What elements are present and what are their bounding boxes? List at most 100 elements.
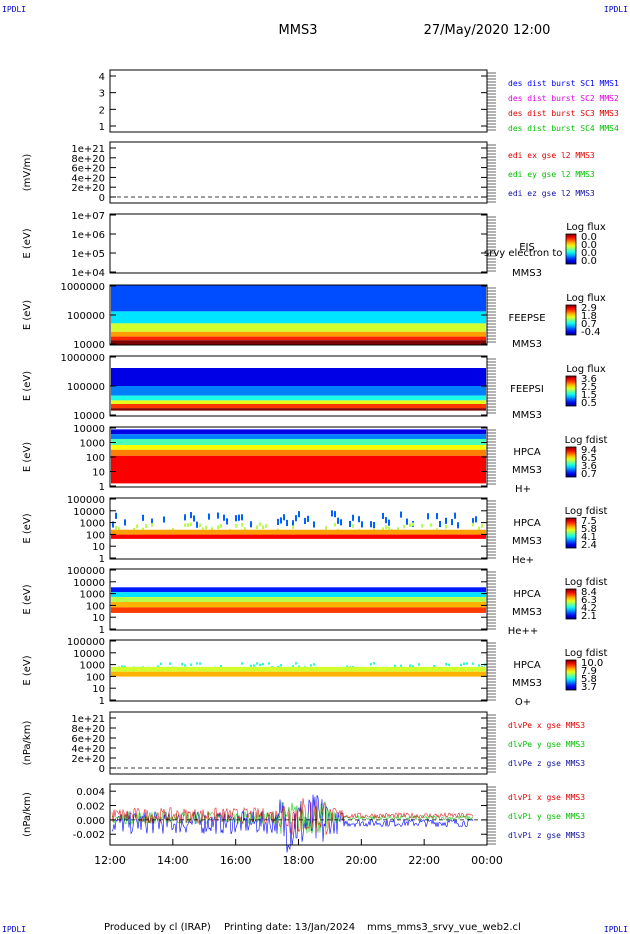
spectrogram-cell [298, 511, 300, 518]
spectrogram-cell [196, 662, 198, 665]
spectrogram-cell [445, 524, 447, 529]
spectrogram-cell [124, 519, 126, 526]
spectrogram-band [111, 587, 486, 593]
colorbar-tick-label: 6.3 [581, 595, 597, 606]
x-tick-label: 14:00 [157, 854, 189, 867]
spectrogram-cell [310, 664, 312, 667]
spectrogram-cell [382, 527, 384, 532]
spectrogram-cell [169, 662, 171, 665]
y-tick-label: 1 [99, 625, 105, 636]
spectrogram-band [111, 400, 486, 404]
colorbar-tick-label: 4.2 [581, 603, 597, 614]
spectrogram-cell [304, 517, 306, 525]
spectrogram-cell [445, 517, 447, 524]
spectrogram-cell [418, 663, 420, 666]
y-tick-label: -0.002 [73, 830, 105, 841]
spectrogram-cell [370, 521, 372, 528]
spectrogram-cell [292, 520, 294, 527]
spectrogram-cell [373, 522, 375, 529]
spectrogram-cell [253, 664, 255, 667]
colorbar-tick-label: 5.8 [581, 674, 597, 685]
species-label: O+ [515, 697, 531, 708]
spectrogram-cell [199, 662, 201, 665]
spectrogram-cell [190, 512, 192, 519]
spectrogram-band [111, 404, 486, 409]
species-label: H+ [515, 484, 531, 495]
spectrogram-cell [112, 521, 114, 528]
colorbar-tick-label: 10.0 [581, 658, 603, 669]
spectrogram-cell [451, 519, 453, 526]
y-tick-label: 100000 [67, 495, 105, 506]
spectrogram-band [111, 408, 486, 411]
legend-entry: des dist burst SC4 MMS4 [508, 124, 619, 133]
footer-script-name: mms_mms3_srvy_vue_web2.cl [367, 922, 521, 933]
spectrogram-cell [358, 516, 360, 523]
spectrogram-band [111, 311, 486, 324]
spacecraft-label: MMS3 [512, 410, 542, 421]
x-tick-label: 18:00 [283, 854, 315, 867]
instrument-label: EIS [519, 242, 535, 253]
spectrogram-band [111, 323, 486, 332]
spectrogram-cell [400, 511, 402, 518]
spectrogram-band [111, 368, 486, 386]
spectrogram-cell [394, 664, 396, 668]
spectrogram-cell [463, 662, 465, 666]
y-tick-label: 100 [86, 530, 105, 541]
colorbar-tick-label: -0.4 [581, 327, 601, 338]
instrument-label: HPCA [513, 589, 541, 600]
instrument-label: HPCA [513, 447, 541, 458]
y-tick-label: 1e+06 [71, 230, 105, 241]
y-axis-label: E (eV) [22, 513, 33, 543]
x-tick-label: 00:00 [471, 854, 503, 867]
spectrogram-band [111, 386, 486, 396]
spacecraft-label: MMS3 [512, 465, 542, 476]
spectrogram-cell [208, 513, 210, 520]
spectrogram-cell [421, 523, 423, 528]
series-y-line [111, 801, 474, 835]
spectrogram-cell [157, 665, 159, 668]
spectrogram-band [111, 592, 486, 598]
legend-entry: des dist burst SC2 MMS2 [508, 94, 619, 103]
spectrogram-cell [349, 520, 351, 528]
y-tick-label: 1000000 [60, 353, 105, 364]
y-tick-label: 0 [99, 764, 105, 775]
colorbar-tick-label: 2.1 [581, 611, 597, 622]
spectrogram-cell [244, 527, 246, 531]
spectrogram-cell [250, 521, 252, 528]
spectrogram-cell [241, 662, 243, 665]
spacecraft-label: MMS3 [512, 607, 542, 618]
spectrogram-cell [142, 527, 144, 532]
spacecraft-label: MMS3 [512, 339, 542, 350]
spectrogram-cell [160, 662, 162, 666]
spectrogram-cell [163, 516, 165, 523]
spectrogram-cell [478, 526, 480, 531]
colorbar-tick-label: 0.7 [581, 319, 597, 330]
panel-frame [109, 141, 488, 204]
spectrogram-band [111, 434, 486, 439]
y-tick-label: 0 [99, 193, 105, 204]
colorbar-tick-label: 3.7 [581, 682, 597, 693]
spectrogram-cell [256, 525, 258, 530]
spectrogram-cell [412, 665, 414, 668]
spectrogram-cell [409, 664, 411, 667]
y-tick-label: 10 [92, 542, 105, 553]
y-tick-label: 4e+20 [71, 744, 105, 755]
spectrogram-cell [205, 525, 207, 530]
spectrogram-band [111, 601, 486, 608]
spectrogram-cell [265, 524, 267, 528]
colorbar-tick-label: 9.4 [581, 445, 597, 456]
panel-frame [109, 711, 488, 775]
spectrogram-cell [283, 514, 285, 521]
legend-entry: dlvPi x gse MMS3 [508, 793, 585, 802]
spectrogram-band [111, 607, 486, 613]
y-tick-label: 10000 [73, 340, 105, 351]
spectrogram-cell [250, 664, 252, 668]
colorbar-tick-label: 2.4 [581, 540, 597, 551]
spectrogram-band [111, 439, 486, 445]
corner-label-bottom-left: IPDLI [2, 925, 26, 934]
footer-printing-date: Printing date: 13/Jan/2024 [224, 922, 355, 933]
